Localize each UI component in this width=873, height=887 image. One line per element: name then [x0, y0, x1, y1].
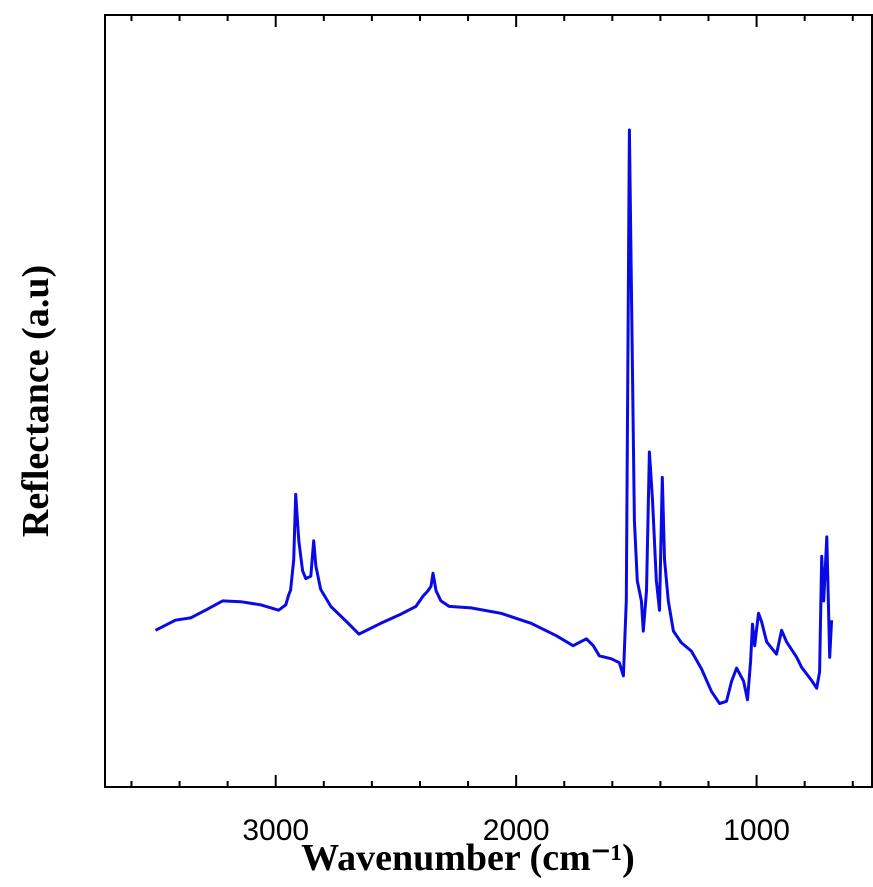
plot-frame	[104, 14, 873, 788]
x-tick-label: 3000	[242, 814, 309, 847]
x-tick-label: 2000	[483, 814, 550, 847]
x-tick-label: 1000	[723, 814, 790, 847]
x-axis-label: Wavenumber (cm⁻¹)	[301, 837, 635, 879]
y-axis-label: Reflectance (a.u)	[15, 265, 57, 537]
spectrum-line	[154, 128, 834, 706]
